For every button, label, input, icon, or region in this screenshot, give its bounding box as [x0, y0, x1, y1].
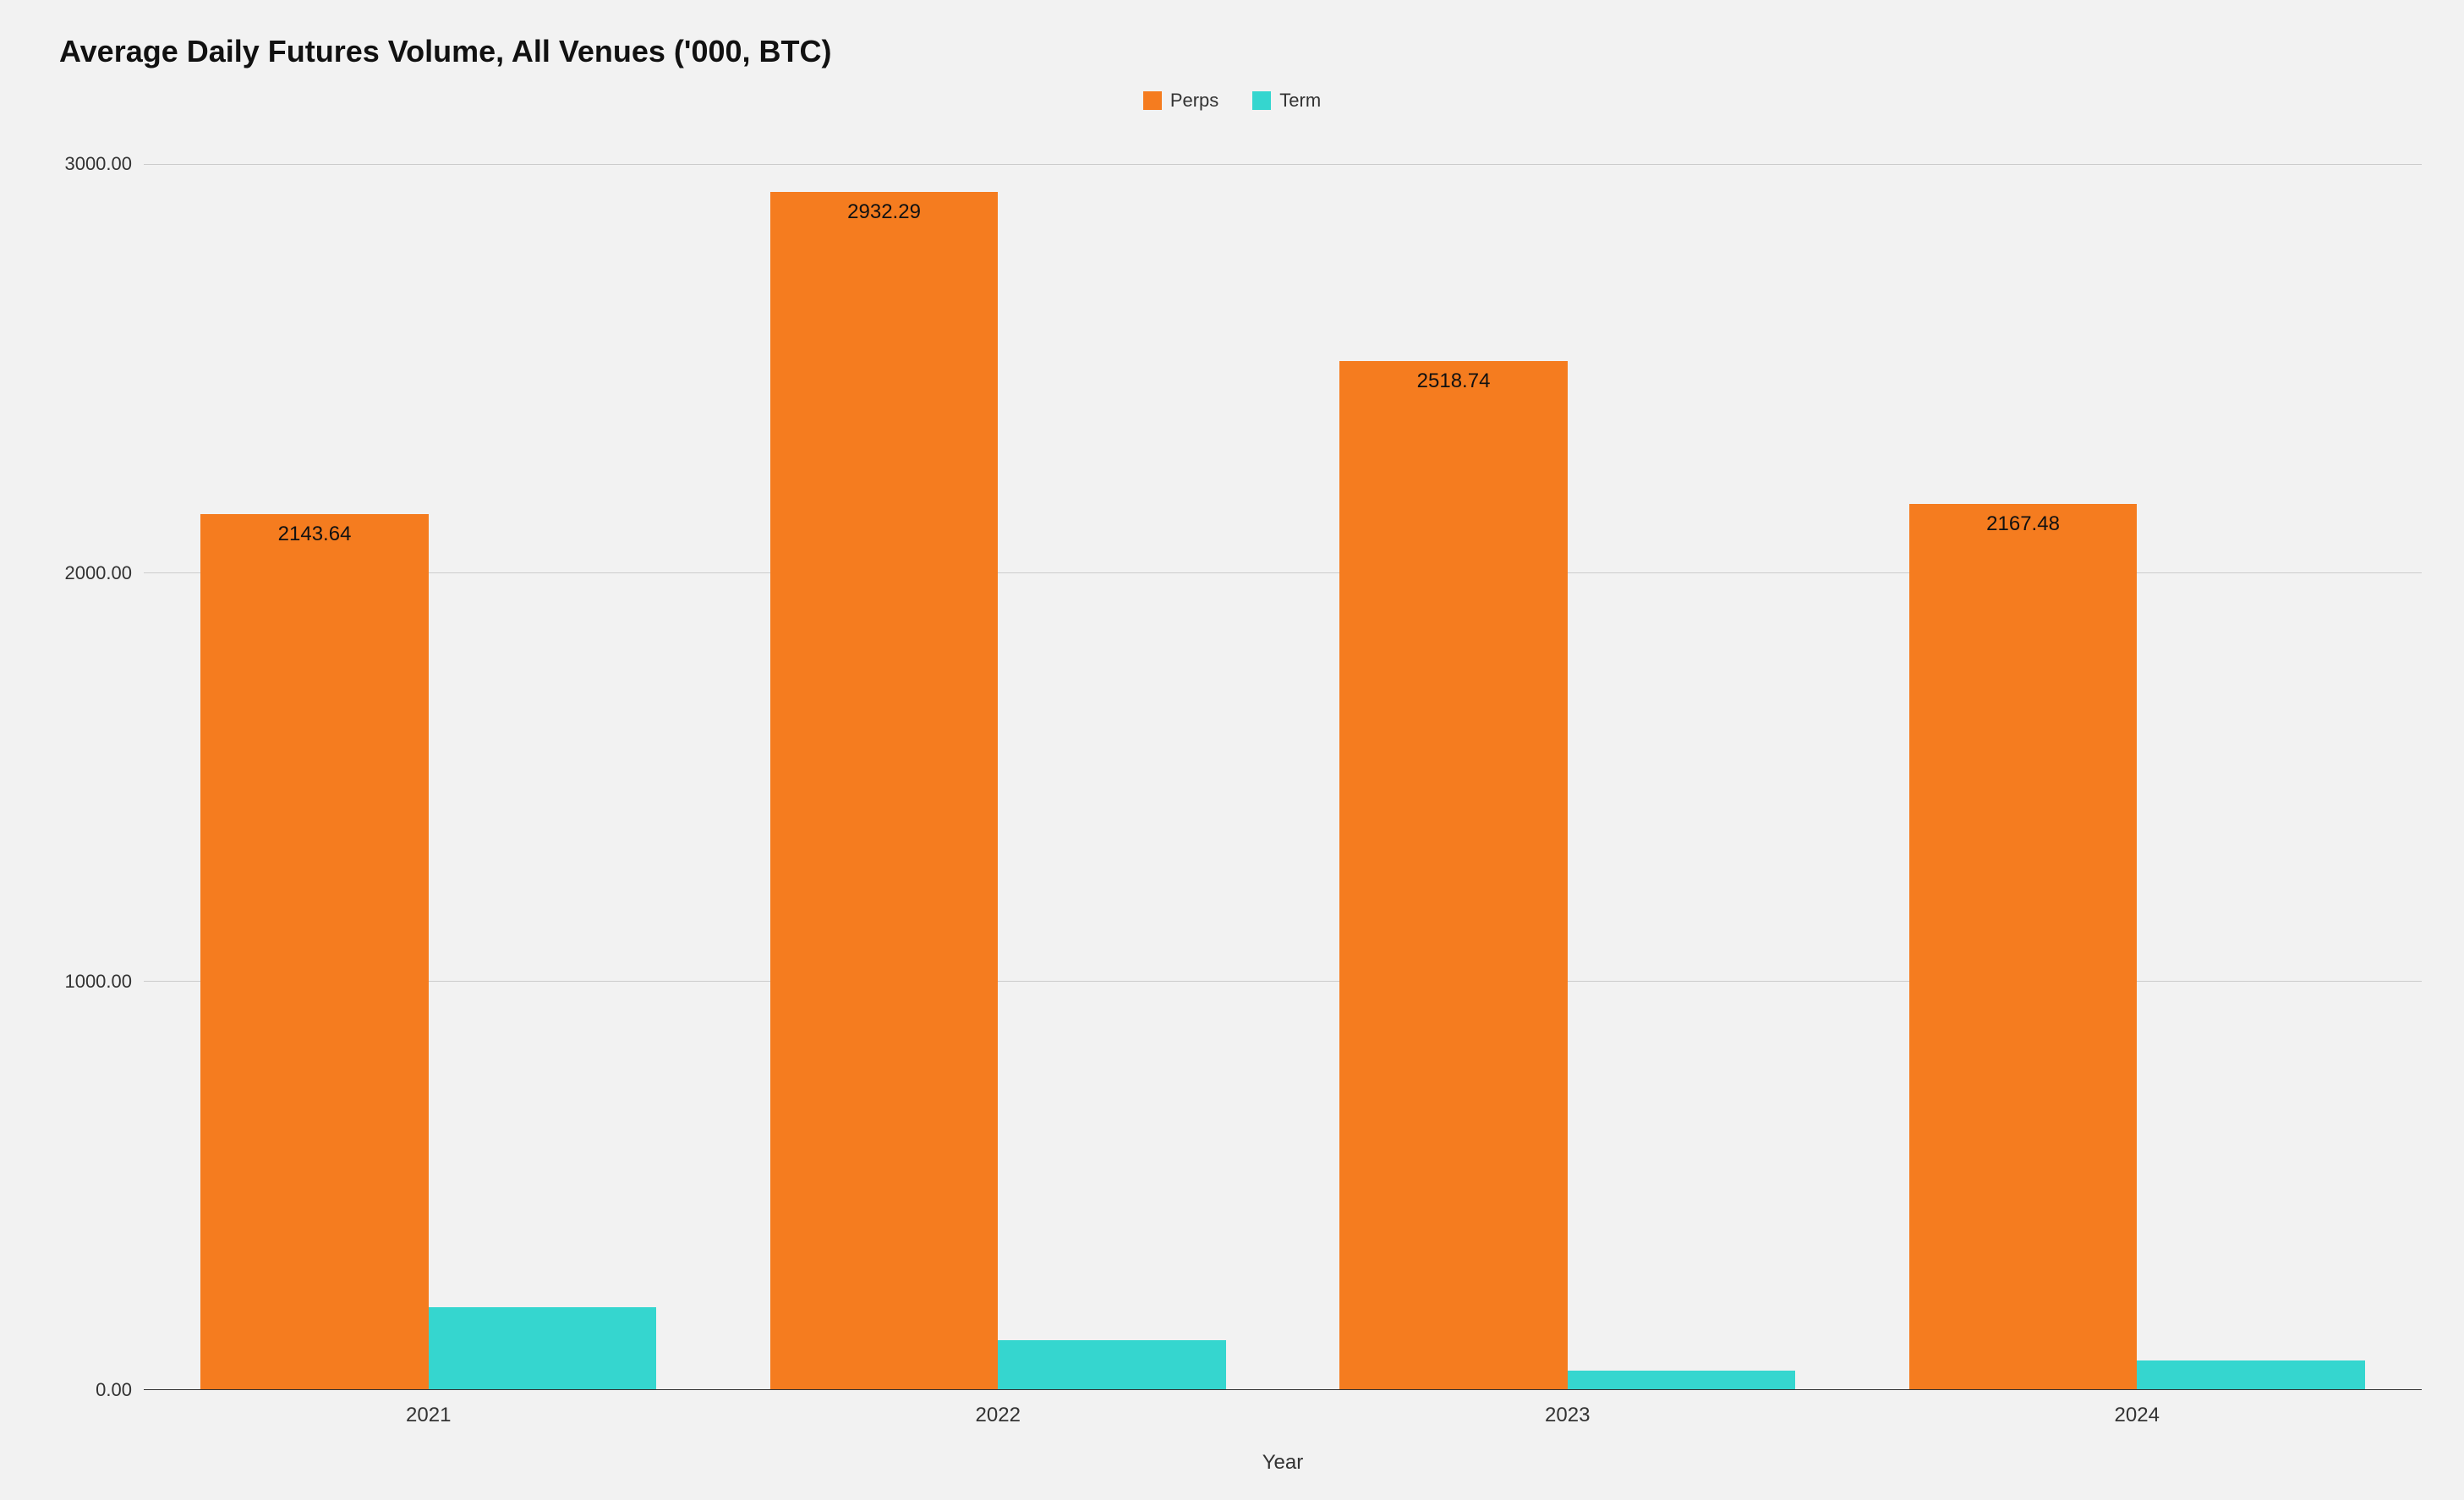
- x-tick-label: 2022: [714, 1390, 1284, 1427]
- y-tick-label: 0.00: [96, 1379, 132, 1401]
- bar-perps-2022: 2932.29: [770, 192, 998, 1389]
- y-tick-label: 1000.00: [64, 971, 132, 993]
- legend-item-perps: Perps: [1143, 90, 1218, 112]
- bar-groups: 2143.64 2932.29 2518.74 2167.48: [144, 123, 2422, 1389]
- bar-value-label: 2143.64: [278, 523, 352, 546]
- bar-group-2023: 2518.74: [1283, 123, 1853, 1389]
- bar-term-2021: [429, 1307, 656, 1389]
- bar-perps-2024: 2167.48: [1909, 504, 2137, 1389]
- bar-value-label: 2518.74: [1417, 370, 1491, 393]
- bar-group-2024: 2167.48: [1853, 123, 2423, 1389]
- x-axis: 2021202220232024: [144, 1390, 2422, 1427]
- chart-area: 0.00 1000.00 2000.00 3000.00 2143.64 2932.29…: [42, 123, 2422, 1475]
- y-axis: 0.001000.002000.003000.00: [42, 123, 144, 1390]
- y-tick-label: 2000.00: [64, 562, 132, 584]
- bar-term-2022: [998, 1340, 1225, 1389]
- bar-term-2024: [2137, 1360, 2364, 1389]
- plot-area: 2143.64 2932.29 2518.74 2167.48: [144, 123, 2422, 1390]
- x-axis-title: Year: [144, 1451, 2422, 1475]
- bar-value-label: 2167.48: [1986, 512, 2060, 536]
- bar-group-2022: 2932.29: [714, 123, 1284, 1389]
- legend: Perps Term: [42, 90, 2422, 112]
- bar-value-label: 2932.29: [847, 200, 921, 224]
- legend-item-term: Term: [1252, 90, 1321, 112]
- bar-perps-2021: 2143.64: [200, 514, 428, 1389]
- x-tick-label: 2021: [144, 1390, 714, 1427]
- y-tick-label: 3000.00: [64, 153, 132, 175]
- bar-perps-2023: 2518.74: [1339, 361, 1567, 1389]
- chart-title: Average Daily Futures Volume, All Venues…: [59, 34, 2422, 69]
- bar-group-2021: 2143.64: [144, 123, 714, 1389]
- legend-swatch: [1143, 91, 1162, 110]
- legend-label: Perps: [1170, 90, 1218, 112]
- legend-label: Term: [1279, 90, 1321, 112]
- bar-term-2023: [1568, 1371, 1795, 1389]
- x-tick-label: 2024: [1853, 1390, 2423, 1427]
- x-tick-label: 2023: [1283, 1390, 1853, 1427]
- legend-swatch: [1252, 91, 1271, 110]
